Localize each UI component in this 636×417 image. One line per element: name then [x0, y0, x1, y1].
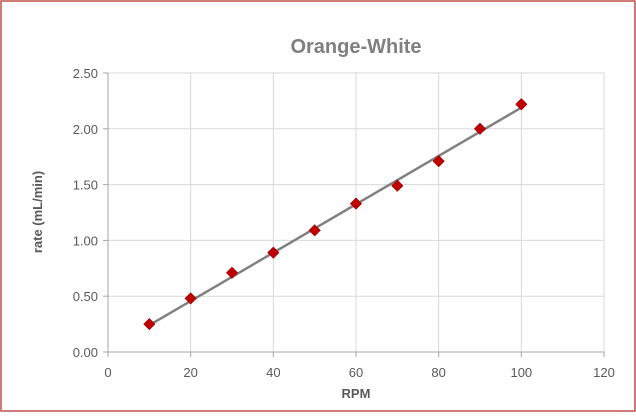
y-tick-label: 2.50: [73, 66, 98, 81]
data-point: [267, 246, 280, 259]
x-axis-label: RPM: [342, 386, 371, 401]
y-axis-label: rate (mL/min): [30, 171, 45, 253]
trendline-group: [148, 106, 522, 327]
data-points: [143, 98, 528, 331]
data-point: [143, 318, 156, 331]
chart-title: Orange-White: [290, 36, 421, 58]
x-tick-label: 60: [349, 365, 363, 380]
data-point: [225, 266, 239, 279]
y-tick-label: 1.50: [73, 178, 98, 193]
data-point: [184, 292, 197, 305]
data-point: [391, 179, 404, 192]
x-tick-labels: 0 20 40 60 80 100 120: [104, 365, 614, 380]
x-tick-label: 40: [266, 365, 280, 380]
y-tick-label: 0.00: [73, 345, 98, 360]
data-point: [432, 155, 445, 168]
x-tick-label: 0: [104, 365, 111, 380]
y-tick-label: 0.50: [73, 289, 98, 304]
axes: [103, 72, 605, 357]
y-tick-labels: 0.00 0.50 1.00 1.50 2.00 2.50: [73, 66, 98, 360]
data-point: [308, 224, 321, 237]
x-tick-label: 120: [593, 365, 615, 380]
linear-trendline: [148, 106, 522, 327]
x-tick-label: 80: [431, 365, 445, 380]
data-point: [473, 122, 487, 135]
y-tick-label: 1.00: [73, 233, 98, 248]
x-tick-label: 20: [183, 365, 197, 380]
data-point: [349, 197, 363, 210]
y-tick-label: 2.00: [73, 122, 98, 137]
x-tick-label: 100: [510, 365, 532, 380]
data-point: [515, 98, 528, 111]
